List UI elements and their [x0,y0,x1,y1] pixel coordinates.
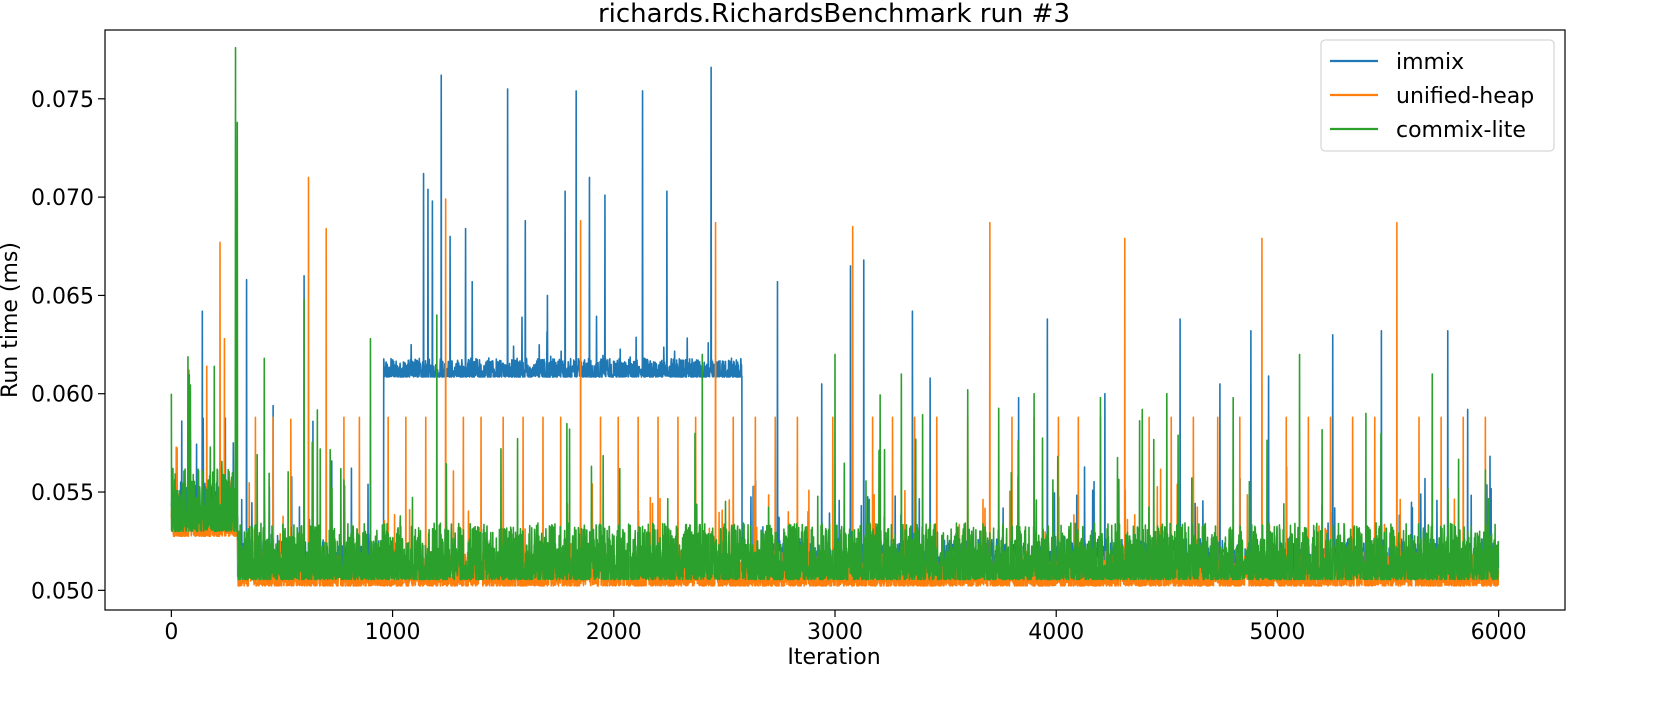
y-tick-label: 0.060 [31,383,94,408]
x-tick-label: 0 [164,620,178,645]
legend-label-commix-lite: commix-lite [1396,118,1526,143]
x-tick-label: 5000 [1249,620,1305,645]
y-axis: 0.050 0.055 0.060 0.065 0.070 0.075 [31,88,105,604]
legend-items: immix unified-heap commix-lite [1330,50,1534,143]
y-tick-label: 0.055 [31,481,94,506]
y-tick-label: 0.070 [31,186,94,211]
chart-title: richards.RichardsBenchmark run #3 [598,0,1070,29]
legend: immix unified-heap commix-lite [1320,39,1555,152]
legend-frame [1320,39,1555,152]
x-tick-label: 4000 [1028,620,1084,645]
y-tick-label: 0.050 [31,579,94,604]
x-tick-label: 3000 [807,620,863,645]
y-tick-label: 0.065 [31,284,94,309]
x-tick-label: 6000 [1471,620,1527,645]
y-axis-label: Run time (ms) [0,242,23,398]
legend-label-unified-heap: unified-heap [1396,84,1534,109]
x-tick-label: 1000 [365,620,421,645]
legend-label-immix: immix [1396,50,1464,75]
x-tick-label: 2000 [586,620,642,645]
series-line-commix-lite [170,46,1500,581]
x-axis: 0 1000 2000 3000 4000 5000 6000 [164,610,1527,645]
series-layer [170,46,1500,587]
y-tick-label: 0.075 [31,88,94,113]
x-axis-label: Iteration [787,645,880,670]
